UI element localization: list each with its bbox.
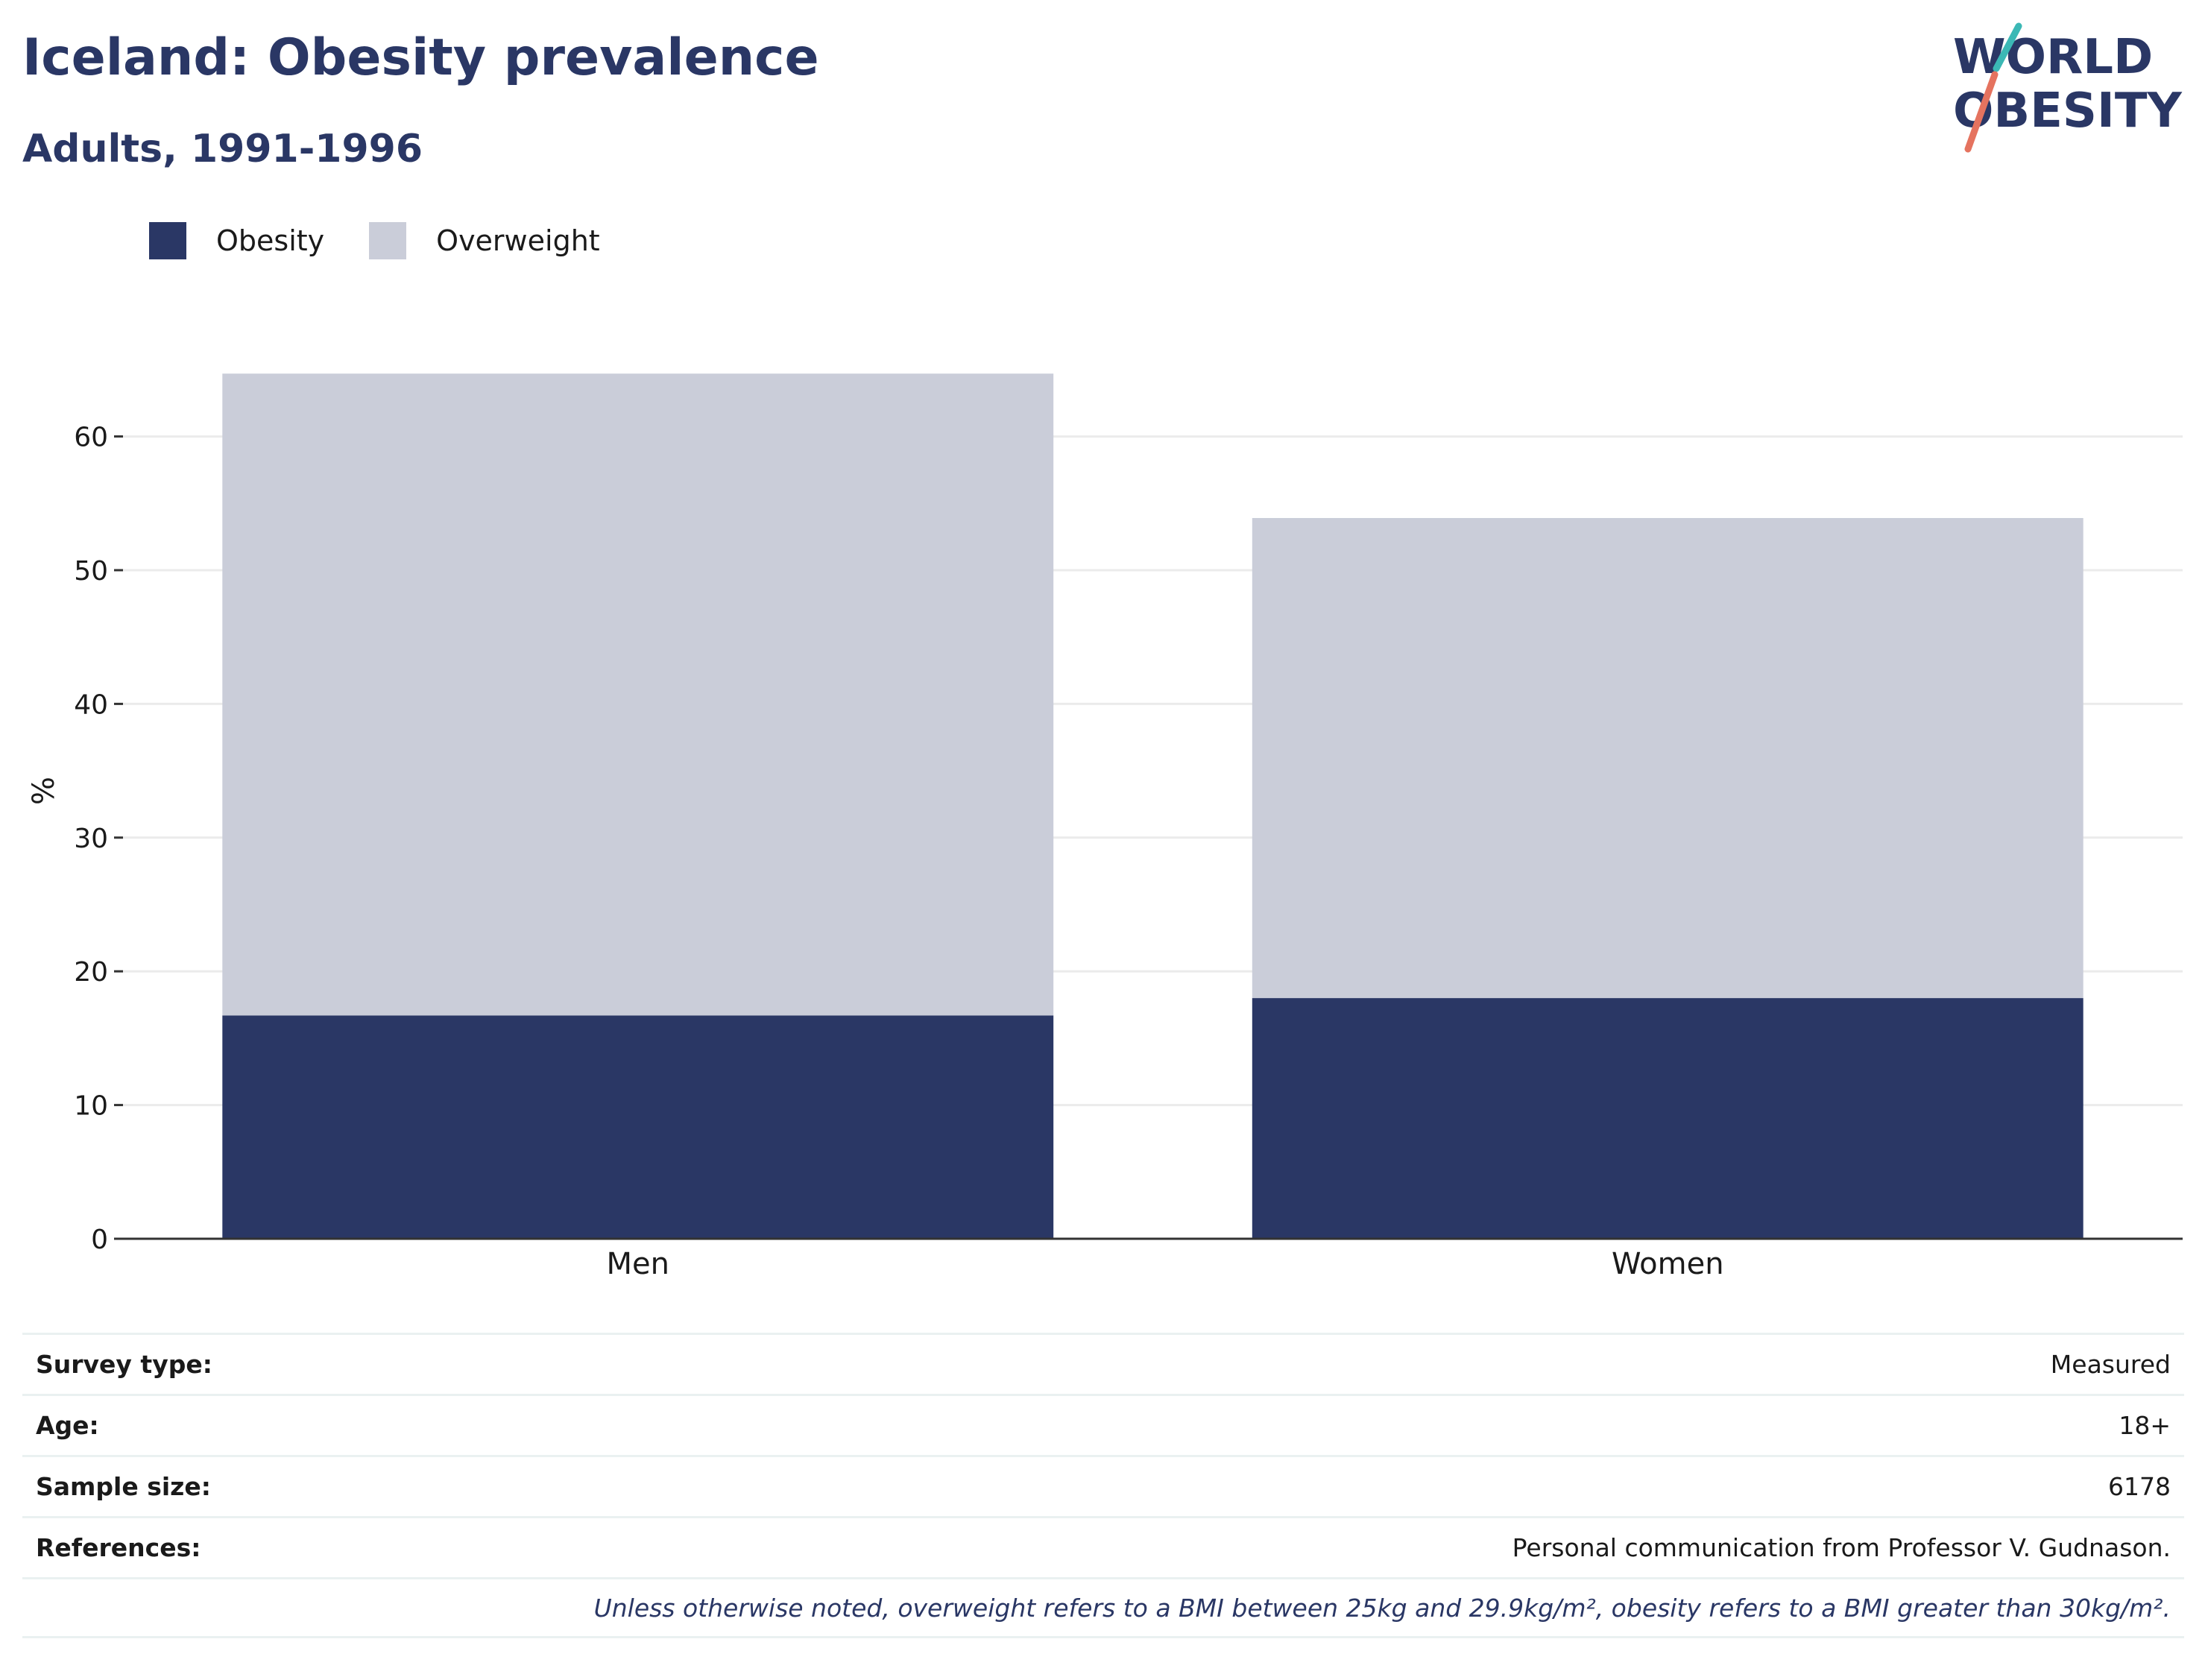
survey-type-label: Survey type: [36,1350,212,1379]
legend-swatch-overweight [369,222,407,259]
bar-obesity-women [1252,998,2083,1239]
x-tick-label: Women [1612,1247,1724,1281]
chart-title: Iceland: Obesity prevalence [22,28,819,87]
y-tick-label: 50 [74,556,108,587]
survey-type-value: Measured [2050,1350,2171,1379]
references-value: Personal communication from Professor V.… [1512,1533,2171,1562]
y-tick-label: 0 [91,1225,108,1255]
logo-slash-teal [1993,22,2022,72]
bar-overweight-men [222,373,1054,1016]
legend-label-overweight: Overweight [436,224,600,257]
footnote-row: Unless otherwise noted, overweight refer… [22,1577,2184,1638]
bar-chart: 0 10 20 30 40 50 60% Men Women [27,373,2183,1281]
world-obesity-logo: WORLD OBESITY [1953,22,2182,153]
references-row: References: Personal communication from … [22,1516,2184,1577]
x-tick-label: Men [607,1247,669,1281]
survey-info-table: Survey type: Measured Age: 18+ Sample si… [22,1333,2184,1638]
logo-text-world: WORLD [1953,30,2153,85]
bmi-footnote: Unless otherwise noted, overweight refer… [593,1593,2171,1623]
age-value: 18+ [2119,1411,2171,1440]
survey-type-row: Survey type: Measured [22,1333,2184,1394]
chart-legend: Obesity Overweight [149,222,645,259]
sample-size-label: Sample size: [36,1472,211,1501]
y-tick-label: 40 [74,689,108,720]
sample-size-value: 6178 [2108,1472,2171,1501]
y-tick-label: 60 [74,423,108,453]
y-axis-title: % [27,777,61,805]
age-label: Age: [36,1411,99,1440]
references-label: References: [36,1533,201,1562]
bar-overweight-women [1252,518,2083,999]
chart-subtitle: Adults, 1991-1996 [22,127,423,171]
age-row: Age: 18+ [22,1394,2184,1455]
sample-size-row: Sample size: 6178 [22,1455,2184,1516]
y-tick-label: 10 [74,1091,108,1122]
bar-obesity-men [222,1015,1054,1239]
y-tick-label: 30 [74,824,108,854]
legend-label-obesity: Obesity [216,224,325,257]
legend-swatch-obesity [149,222,186,259]
logo-slash-coral [1964,71,1999,153]
y-tick-label: 20 [74,957,108,988]
